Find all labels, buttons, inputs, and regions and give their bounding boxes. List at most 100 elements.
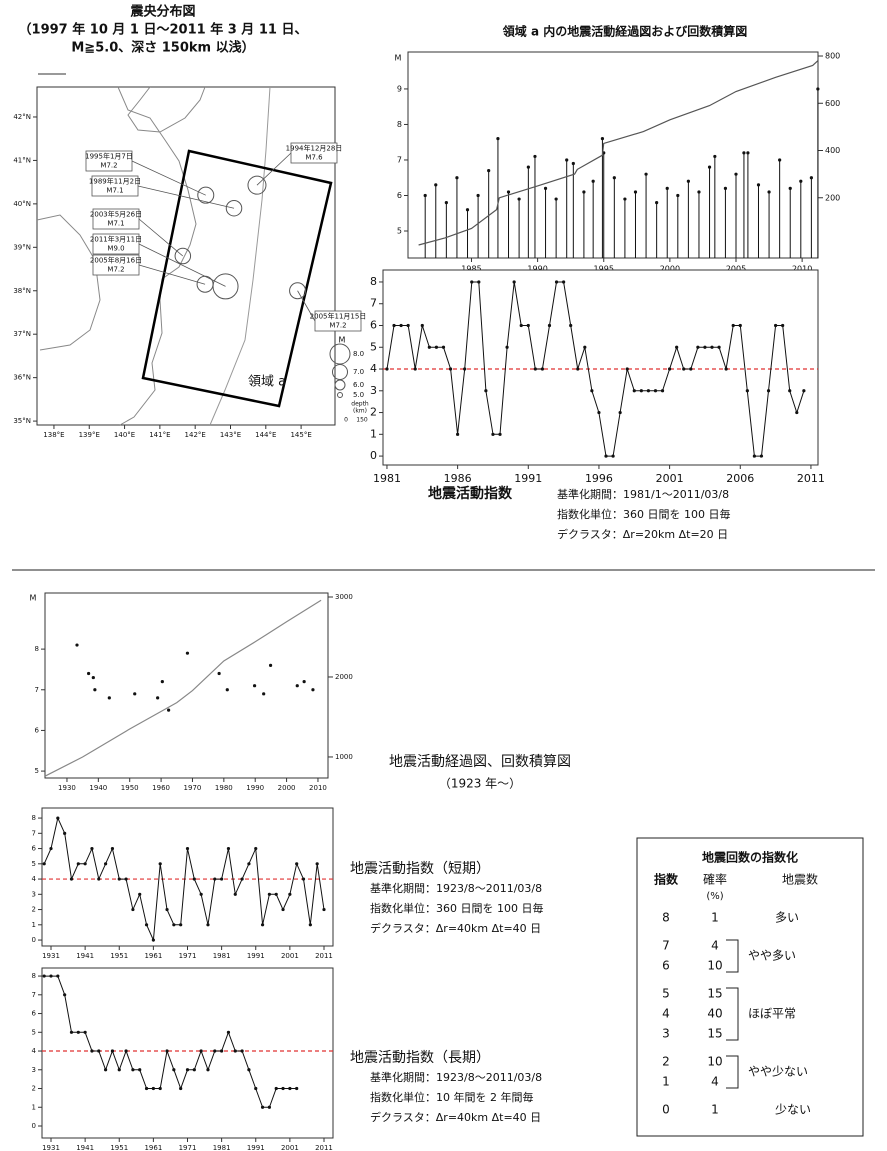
annotation-magnitude: M7.2 — [107, 266, 124, 274]
index-point — [220, 1049, 224, 1053]
y-tick-label: 1 — [32, 1103, 36, 1111]
y-tick-label: 5 — [32, 1028, 36, 1036]
group-label: ほぼ平常 — [748, 1007, 796, 1021]
y-tick-label: 5 — [370, 340, 377, 353]
index-point — [158, 1086, 162, 1091]
y-tick-label: 0 — [370, 449, 377, 462]
index-point — [625, 367, 629, 371]
index-point — [710, 345, 714, 349]
leader-line — [131, 160, 206, 196]
magnitude-point — [644, 172, 648, 176]
table-header: 指数 — [654, 872, 679, 887]
index-point — [562, 280, 566, 284]
annotation-magnitude: M7.2 — [329, 322, 346, 330]
x-tick-label: 1981 — [373, 472, 401, 485]
group-label: やや少ない — [748, 1065, 808, 1079]
magnitude-point — [455, 176, 459, 180]
magnitude-point — [623, 197, 627, 201]
x-tick-label: 139°E — [79, 431, 100, 439]
index-value: 8 — [662, 911, 670, 925]
annotation-date: 2005年11月15日 — [310, 312, 367, 321]
magnitude-point — [487, 169, 491, 173]
index-point — [233, 892, 237, 896]
table-header: 地震数 — [782, 872, 818, 887]
magnitude-point — [217, 671, 221, 676]
size-legend-circle — [337, 392, 343, 398]
x-tick-label: 1950 — [121, 784, 139, 792]
y2-tick-label: 800 — [825, 52, 840, 61]
index-point — [788, 389, 792, 393]
index-point — [90, 1049, 94, 1053]
y-tick-label: 4 — [370, 362, 377, 375]
index-point — [151, 938, 155, 942]
index-point — [69, 877, 74, 881]
x-tick-label: 1971 — [179, 952, 197, 960]
x-tick-label: 142°E — [185, 431, 206, 439]
index-point — [165, 1049, 169, 1053]
magnitude-point — [160, 680, 164, 684]
x-tick-label: 2011 — [315, 952, 333, 960]
leader-line — [138, 264, 206, 285]
index-point — [802, 389, 806, 393]
coastline — [127, 86, 206, 133]
index-point — [420, 323, 424, 328]
index-value: 5 — [662, 987, 670, 1001]
index-point — [213, 1049, 217, 1053]
x-tick-label: 1996 — [585, 472, 613, 485]
x-tick-label: 1931 — [42, 1144, 60, 1151]
index-point — [144, 1086, 149, 1091]
x-tick-label: 1951 — [110, 1144, 128, 1151]
caption: 地震活動指数 — [428, 485, 513, 502]
magnitude-point — [742, 151, 746, 155]
y-tick-label: 9 — [397, 84, 402, 93]
y-tick-label: 3 — [32, 890, 36, 898]
y-tick-label: 39°N — [13, 243, 31, 251]
group-label: 多い — [775, 911, 799, 925]
index-point — [281, 1086, 285, 1091]
group-label: やや多い — [748, 949, 796, 963]
index-point — [165, 907, 169, 912]
index-point — [220, 877, 224, 881]
index-point — [83, 1030, 87, 1034]
index-point — [675, 345, 679, 349]
magnitude-point — [434, 183, 438, 187]
index-point — [172, 1068, 176, 1072]
magnitude-point — [571, 161, 575, 166]
magnitude-point — [91, 675, 95, 680]
index-point — [295, 862, 299, 866]
index-point — [69, 1030, 74, 1034]
y-tick-label: 0 — [32, 1122, 36, 1130]
probability-value: 10 — [707, 1055, 722, 1069]
index-point — [199, 892, 203, 896]
index-point — [254, 846, 258, 851]
table-unit: (%) — [706, 891, 723, 902]
y-tick-label: 4 — [32, 1047, 37, 1055]
map-title: （1997 年 10 月 1 日～2011 年 3 月 11 日、 — [19, 22, 308, 38]
magnitude-point — [655, 200, 659, 205]
epicenter — [289, 282, 307, 300]
index-point — [104, 1068, 108, 1072]
index-point — [668, 367, 672, 371]
magnitude-point — [554, 197, 558, 201]
y-tick-label: 3 — [32, 1066, 36, 1074]
magnitude-point — [665, 186, 669, 190]
index-value: 0 — [662, 1103, 670, 1117]
index-point — [301, 877, 306, 881]
annotation-box — [290, 142, 338, 164]
depth-legend-label: 0 — [344, 417, 348, 424]
epicenter — [174, 247, 192, 265]
note: デクラスタ：Δr=40km Δt=40 日 — [370, 921, 541, 935]
index-point — [288, 892, 292, 896]
table-title: 地震回数の指数化 — [702, 850, 798, 865]
magnitude-point — [565, 158, 569, 162]
group-label: 少ない — [775, 1103, 811, 1117]
index-point — [498, 432, 502, 436]
annotation-date: 1995年1月7日 — [85, 152, 133, 161]
annotation-box — [314, 310, 362, 332]
index-point — [260, 1105, 265, 1109]
index-point — [696, 345, 700, 349]
index-point — [590, 389, 594, 393]
x-tick-label: 1971 — [179, 1144, 197, 1151]
magnitude-point — [268, 663, 273, 667]
epicenter — [225, 199, 243, 217]
